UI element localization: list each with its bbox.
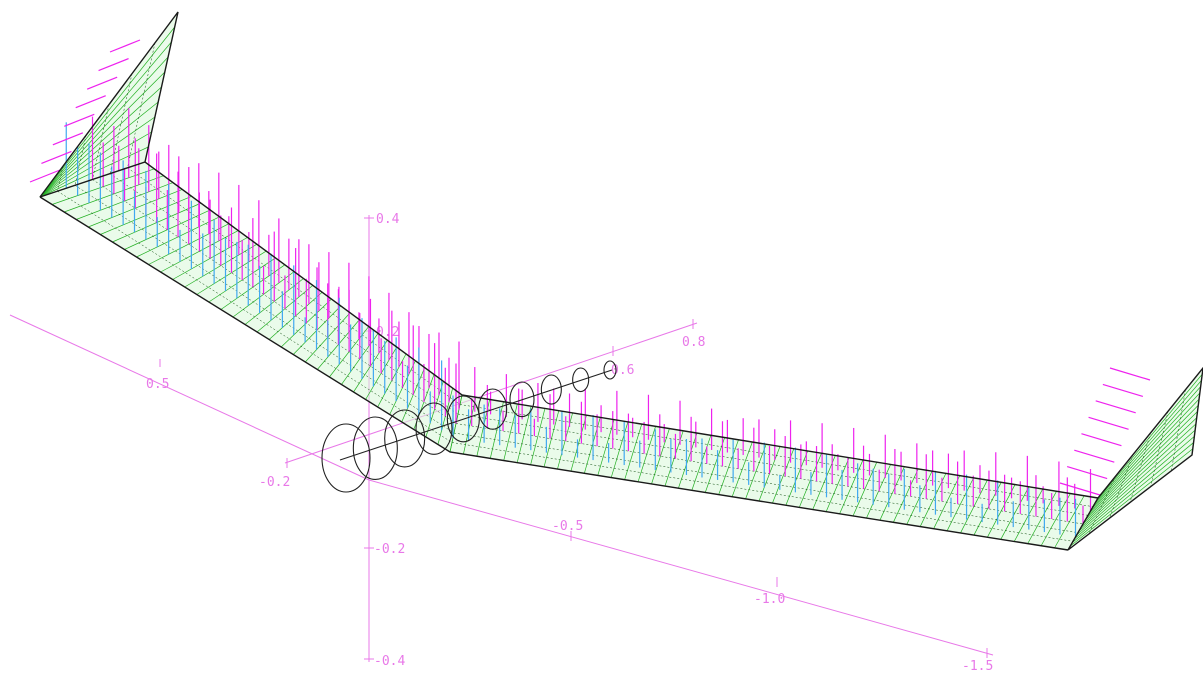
mesh-chord-line bbox=[530, 408, 546, 465]
mesh-span-line bbox=[74, 185, 455, 434]
winglet-force-vector bbox=[52, 132, 84, 146]
mesh-span-line bbox=[459, 404, 1094, 507]
vortex-ring bbox=[415, 402, 453, 455]
vortex-ring bbox=[352, 416, 398, 480]
wing-outline bbox=[39, 11, 1203, 551]
mesh-chord-line bbox=[893, 468, 919, 523]
mesh-chord-line bbox=[1076, 429, 1196, 536]
winglet-force-vector bbox=[109, 39, 141, 53]
winglet-force-vector bbox=[75, 95, 106, 109]
mesh-span-line bbox=[57, 190, 453, 443]
mesh-chord-line bbox=[825, 457, 850, 512]
mesh-span-line bbox=[57, 166, 64, 192]
bottom-diagonal-axis bbox=[368, 479, 994, 656]
leading-edge bbox=[39, 161, 1099, 499]
winglet-force-vector bbox=[1081, 433, 1122, 447]
label-left-0.5: 0.5 bbox=[146, 377, 169, 392]
vortex-ring bbox=[478, 388, 508, 430]
right-winglet-edge bbox=[1067, 366, 1203, 551]
mesh-chord-line bbox=[1078, 423, 1197, 532]
vortex-ring bbox=[321, 423, 371, 493]
mesh-span-line bbox=[453, 432, 1079, 533]
mesh-span-line bbox=[451, 442, 1074, 542]
winglet-force-vector bbox=[1074, 449, 1115, 463]
vortex-ring bbox=[384, 409, 426, 468]
label-bottom-neg-0.5: -0.5 bbox=[552, 519, 583, 534]
mesh-chord-line bbox=[39, 71, 166, 198]
mesh-chord-line bbox=[1084, 405, 1199, 521]
label-bottom-neg-1.5: -1.5 bbox=[962, 659, 993, 674]
vortex-ring bbox=[572, 367, 590, 393]
mesh-span-line bbox=[127, 42, 156, 168]
label-v-neg-0.4: -0.4 bbox=[374, 654, 405, 669]
mesh-span-line bbox=[92, 104, 110, 180]
mesh-chord-line bbox=[39, 56, 169, 198]
mesh-chord-line bbox=[1072, 442, 1194, 543]
label-v-neg-0.2: -0.2 bbox=[374, 542, 405, 557]
vortex-ring bbox=[603, 360, 617, 380]
mesh-span-line bbox=[1150, 411, 1169, 487]
winglet-force-vector bbox=[98, 58, 129, 72]
winglet-force-vector bbox=[29, 169, 61, 183]
mesh-span-line bbox=[1171, 389, 1186, 471]
winglet-force-vector bbox=[1088, 416, 1129, 430]
label-left-neg-0.2: -0.2 bbox=[259, 475, 290, 490]
winglet-force-vector bbox=[41, 150, 72, 164]
winglet-force-vector bbox=[1095, 400, 1136, 414]
mesh-span-line bbox=[1129, 432, 1151, 503]
left-winglet-edge bbox=[39, 11, 179, 198]
winglet-force-vector bbox=[1102, 383, 1144, 398]
winglet-force-vector bbox=[64, 113, 95, 127]
label-right-0.8: 0.8 bbox=[682, 335, 705, 350]
mesh-span-line bbox=[109, 173, 459, 415]
label-v-0.4: 0.4 bbox=[376, 212, 400, 227]
winglet-force-vector bbox=[1059, 482, 1101, 496]
mesh-span-line bbox=[1088, 476, 1116, 535]
winglet-force-vector bbox=[86, 76, 118, 90]
label-right-0.6: 0.6 bbox=[611, 363, 634, 378]
mesh-span-line bbox=[92, 179, 457, 424]
winglet-force-vector bbox=[1066, 465, 1108, 480]
label-bottom-neg-1.0: -1.0 bbox=[754, 592, 785, 607]
mesh-span-line bbox=[74, 135, 87, 186]
right-wing-surface bbox=[450, 395, 1098, 550]
vortex-ring bbox=[540, 374, 562, 405]
left-diagonal-axis bbox=[9, 314, 370, 481]
vortex-ring bbox=[509, 381, 535, 418]
trailing-edge bbox=[39, 196, 1069, 551]
winglet-force-vector bbox=[1109, 367, 1151, 381]
wake-vortex bbox=[321, 360, 617, 493]
force-vectors bbox=[29, 39, 1151, 537]
vortex-ring bbox=[446, 395, 480, 443]
mesh-span-line bbox=[1109, 454, 1134, 519]
